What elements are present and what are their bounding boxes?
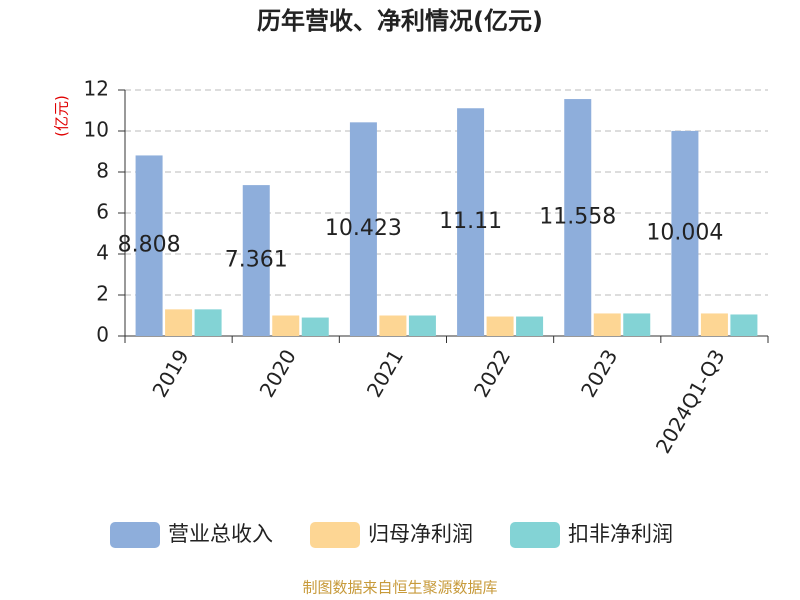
legend-label: 归母净利润 [368, 522, 473, 546]
bar [623, 313, 651, 336]
bar [349, 122, 377, 337]
y-tick-label: 10 [84, 118, 109, 142]
bar [593, 313, 621, 336]
x-tick-label: 2021 [362, 345, 408, 401]
y-tick-label: 12 [84, 77, 109, 101]
y-tick-label: 6 [96, 200, 109, 224]
legend-swatch [510, 522, 560, 548]
value-label: 7.361 [225, 248, 288, 273]
bar [242, 185, 270, 336]
legend-swatch [310, 522, 360, 548]
value-label: 8.808 [118, 233, 181, 258]
x-tick-label: 2024Q1-Q3 [651, 345, 730, 457]
bar [272, 315, 300, 336]
bar [165, 309, 193, 336]
y-axis-label: (亿元) [53, 95, 71, 137]
legend-label: 扣非净利润 [568, 522, 673, 546]
value-label: 11.11 [439, 209, 502, 234]
bar [486, 316, 514, 336]
bar [516, 316, 544, 336]
x-tick-label: 2020 [255, 345, 301, 401]
bar [379, 315, 407, 336]
bar [564, 99, 592, 336]
bar [730, 314, 758, 336]
y-tick-label: 4 [96, 241, 109, 265]
x-tick-label: 2019 [147, 345, 193, 401]
y-tick-label: 8 [96, 159, 109, 183]
bar [457, 108, 485, 337]
bar [194, 309, 222, 336]
bar [301, 317, 329, 336]
legend-label: 营业总收入 [168, 522, 273, 546]
bar [700, 313, 728, 336]
value-label: 11.558 [539, 205, 616, 230]
legend-swatch [110, 522, 160, 548]
source-note: 制图数据来自恒生聚源数据库 [302, 579, 497, 597]
bar [671, 130, 699, 336]
x-tick-label: 2022 [469, 345, 515, 401]
y-tick-label: 0 [96, 323, 109, 347]
value-label: 10.423 [325, 216, 402, 241]
bar [135, 155, 163, 336]
chart-title: 历年营收、净利情况(亿元) [257, 7, 543, 35]
y-tick-label: 2 [96, 282, 109, 306]
x-tick-label: 2023 [576, 345, 622, 401]
value-label: 10.004 [646, 220, 723, 245]
bar [408, 315, 436, 336]
